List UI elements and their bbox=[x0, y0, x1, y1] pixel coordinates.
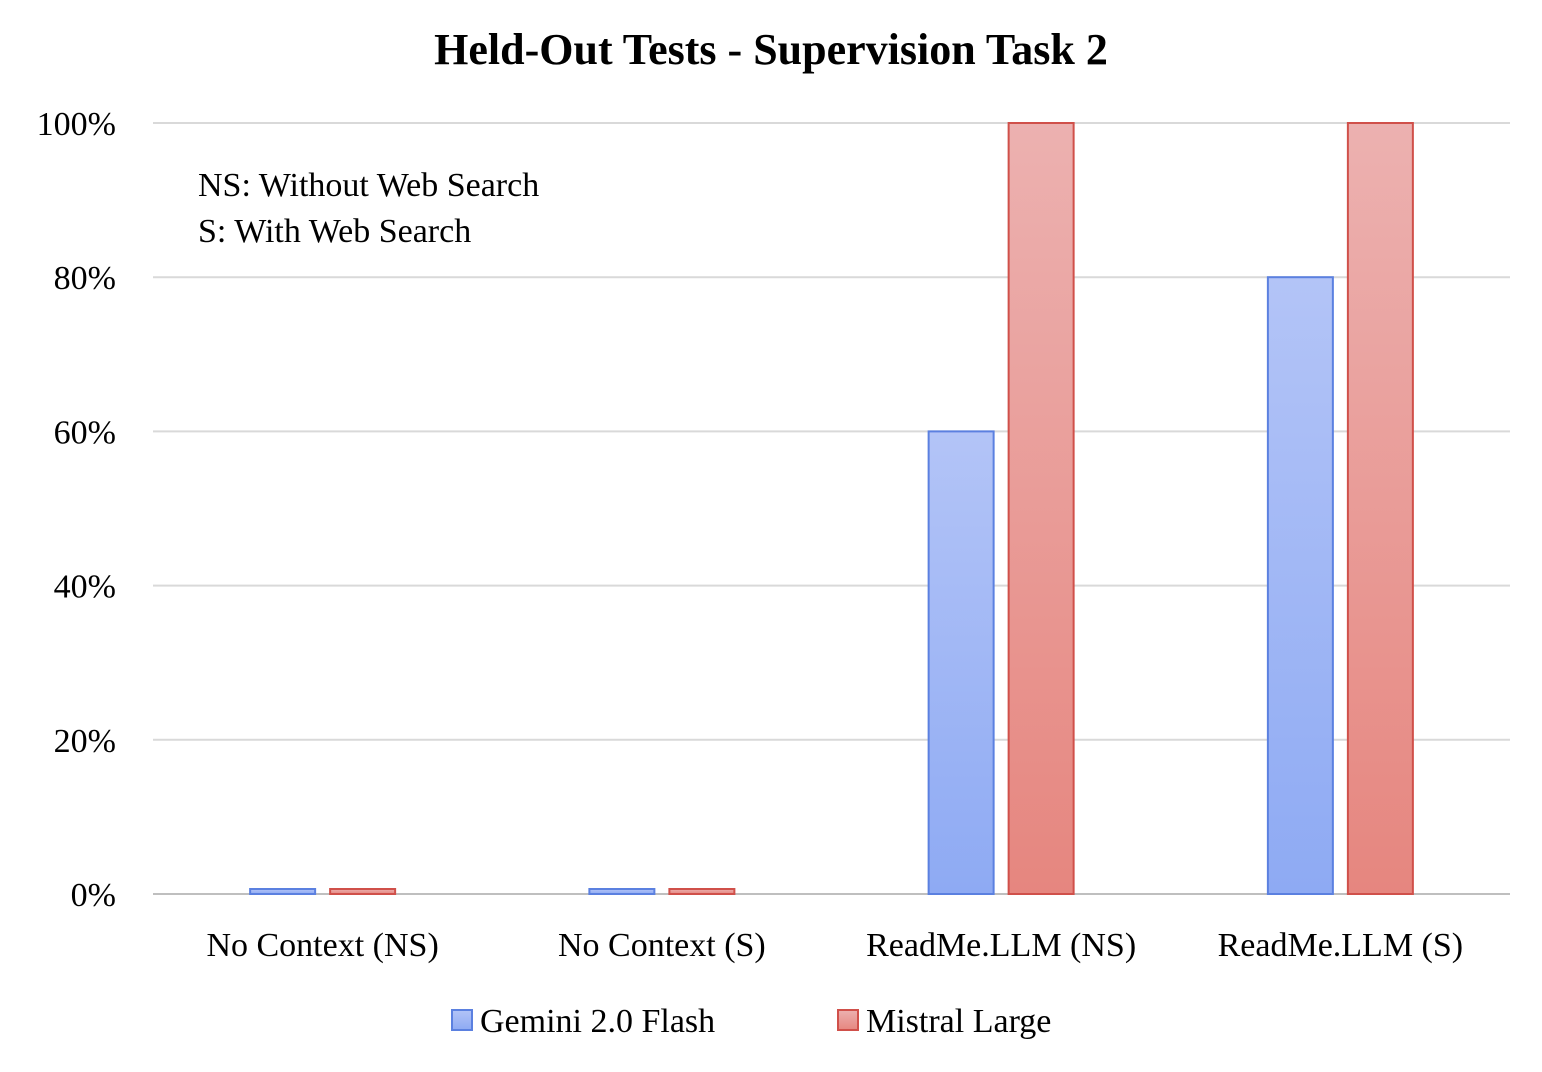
legend-label: Mistral Large bbox=[866, 1003, 1051, 1040]
legend-swatch bbox=[451, 1009, 473, 1031]
bar-gemini-0 bbox=[249, 888, 317, 895]
x-axis-categories: No Context (NS) No Context (S) ReadMe.LLM … bbox=[206, 927, 1463, 964]
annotation-s: S: With Web Search bbox=[198, 213, 471, 250]
y-tick-label: 0% bbox=[71, 877, 116, 914]
y-tick-label: 100% bbox=[37, 106, 116, 143]
chart-title: Held-Out Tests - Supervision Task 2 bbox=[434, 25, 1108, 74]
annotation-ns: NS: Without Web Search bbox=[198, 167, 539, 204]
bar-gemini-2 bbox=[927, 430, 995, 895]
x-category-label: No Context (NS) bbox=[206, 927, 438, 964]
bar-mistral-0 bbox=[329, 888, 397, 895]
bar-mistral-2 bbox=[1007, 122, 1075, 895]
legend-label: Gemini 2.0 Flash bbox=[480, 1003, 715, 1040]
y-tick-label: 60% bbox=[54, 414, 116, 451]
bars bbox=[249, 122, 1414, 895]
bar-gemini-3 bbox=[1266, 276, 1334, 895]
bar-mistral-1 bbox=[668, 888, 736, 895]
legend-swatch bbox=[837, 1009, 859, 1031]
x-category-label: ReadMe.LLM (S) bbox=[1218, 927, 1464, 964]
x-category-label: ReadMe.LLM (NS) bbox=[866, 927, 1136, 964]
y-tick-label: 40% bbox=[54, 569, 116, 606]
bar-mistral-3 bbox=[1346, 122, 1414, 895]
y-axis-ticks: 0% 20% 40% 60% 80% 100% bbox=[37, 106, 116, 914]
x-category-label: No Context (S) bbox=[558, 927, 766, 964]
y-tick-label: 20% bbox=[54, 723, 116, 760]
bar-gemini-1 bbox=[588, 888, 656, 895]
y-tick-label: 80% bbox=[54, 260, 116, 297]
legend: Gemini 2.0 Flash Mistral Large bbox=[451, 1003, 1051, 1040]
